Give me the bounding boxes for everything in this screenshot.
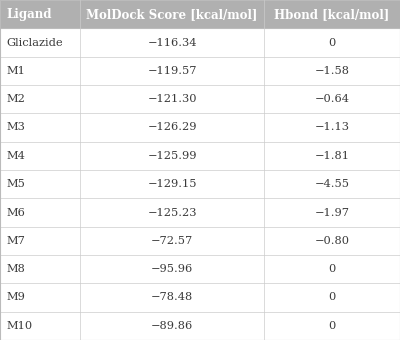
Text: 0: 0 [328, 321, 336, 331]
Text: M9: M9 [6, 292, 25, 303]
Text: −0.64: −0.64 [314, 94, 350, 104]
Text: Hbond [kcal/mol]: Hbond [kcal/mol] [274, 8, 390, 21]
Bar [0, 113, 400, 142]
Text: −1.97: −1.97 [314, 207, 350, 218]
Text: M1: M1 [6, 66, 25, 76]
Text: −72.57: −72.57 [151, 236, 193, 246]
Text: −1.13: −1.13 [314, 122, 350, 133]
Bar [0, 28, 400, 57]
Bar [0, 170, 400, 198]
Bar [0, 85, 400, 113]
Text: M6: M6 [6, 207, 25, 218]
Text: 0: 0 [328, 292, 336, 303]
Text: −1.81: −1.81 [314, 151, 350, 161]
Bar [0, 57, 400, 85]
Text: M3: M3 [6, 122, 25, 133]
Text: −126.29: −126.29 [147, 122, 197, 133]
Text: −119.57: −119.57 [147, 66, 197, 76]
Text: −129.15: −129.15 [147, 179, 197, 189]
Bar [0, 283, 400, 312]
Text: −125.99: −125.99 [147, 151, 197, 161]
Text: −78.48: −78.48 [151, 292, 193, 303]
Text: −4.55: −4.55 [314, 179, 350, 189]
Text: M2: M2 [6, 94, 25, 104]
Text: −125.23: −125.23 [147, 207, 197, 218]
Text: MolDock Score [kcal/mol]: MolDock Score [kcal/mol] [86, 8, 258, 21]
Text: −121.30: −121.30 [147, 94, 197, 104]
Bar [0, 312, 400, 340]
Text: Ligand: Ligand [6, 8, 52, 21]
Text: Gliclazide: Gliclazide [6, 37, 63, 48]
Bar [0, 227, 400, 255]
Text: 0: 0 [328, 264, 336, 274]
Bar [0, 198, 400, 227]
Text: −89.86: −89.86 [151, 321, 193, 331]
Bar [0, 0, 400, 28]
Text: M7: M7 [6, 236, 25, 246]
Text: −116.34: −116.34 [147, 37, 197, 48]
Text: M5: M5 [6, 179, 25, 189]
Text: −95.96: −95.96 [151, 264, 193, 274]
Text: M8: M8 [6, 264, 25, 274]
Text: 0: 0 [328, 37, 336, 48]
Text: −1.58: −1.58 [314, 66, 350, 76]
Text: −0.80: −0.80 [314, 236, 350, 246]
Text: M4: M4 [6, 151, 25, 161]
Bar [0, 255, 400, 283]
Bar [0, 142, 400, 170]
Text: M10: M10 [6, 321, 32, 331]
